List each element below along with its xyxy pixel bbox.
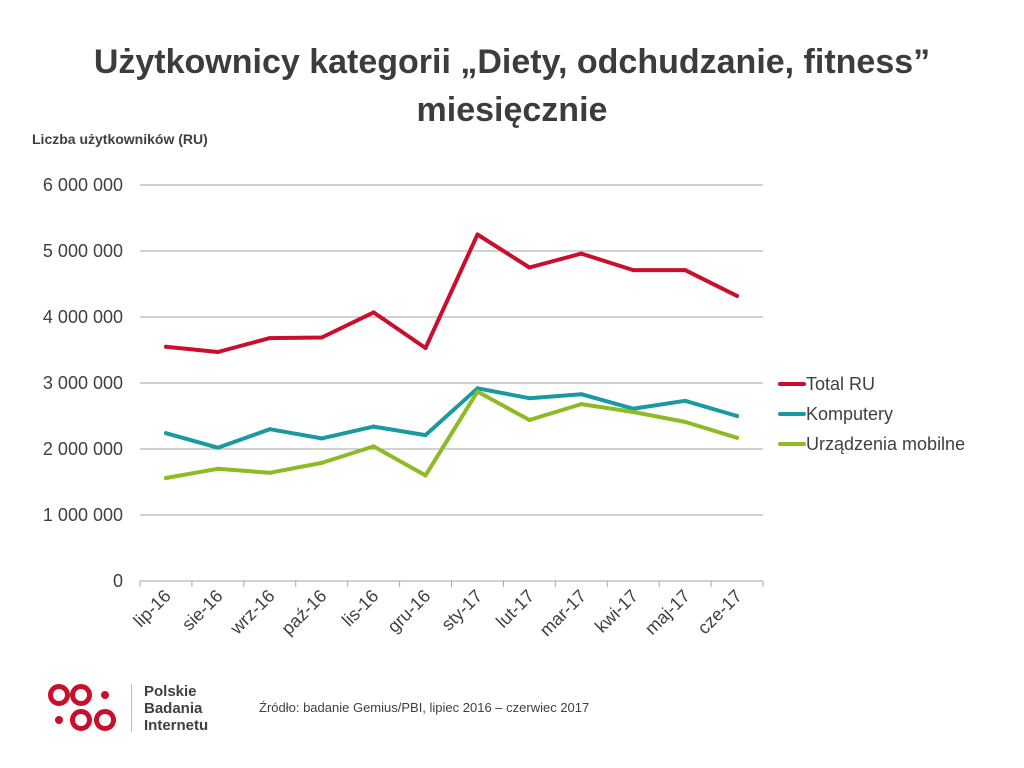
data-point <box>371 424 376 429</box>
data-point <box>527 265 532 270</box>
chart-title-line-1: Użytkownicy kategorii „Diety, odchudzani… <box>93 43 931 81</box>
y-tick-label: 5 000 000 <box>43 241 123 261</box>
data-point <box>579 402 584 407</box>
y-tick-label: 1 000 000 <box>43 505 123 525</box>
y-tick-label: 4 000 000 <box>43 307 123 327</box>
x-tick-label: lis-16 <box>338 586 383 631</box>
data-point <box>163 344 168 349</box>
x-tick-label: lut-17 <box>492 586 538 632</box>
series-lines <box>163 232 740 481</box>
y-tick-label: 2 000 000 <box>43 439 123 459</box>
source-note: Źródło: badanie Gemius/PBI, lipiec 2016 … <box>259 700 590 715</box>
data-point <box>631 268 636 273</box>
x-tick-label: kwi-17 <box>591 586 642 637</box>
x-tick-label: paź-16 <box>277 586 330 639</box>
y-axis-ticks: 0 1 000 000 2 000 000 3 000 000 4 000 000 5 0… <box>43 175 123 591</box>
data-point <box>215 349 220 354</box>
x-tick-label: maj-17 <box>641 586 694 639</box>
data-point <box>527 396 532 401</box>
x-tick-label: gru-16 <box>383 586 434 637</box>
logo-line-3: Internetu <box>144 717 209 734</box>
x-tick-label: sty-17 <box>437 586 486 635</box>
data-point <box>163 431 168 436</box>
data-point <box>267 336 272 341</box>
data-point <box>475 386 480 391</box>
data-point <box>371 444 376 449</box>
data-point <box>475 232 480 237</box>
y-tick-label: 6 000 000 <box>43 175 123 195</box>
series-line <box>164 389 739 480</box>
data-point <box>735 293 740 298</box>
logo-divider <box>131 684 132 732</box>
data-point <box>423 433 428 438</box>
chart-title-line-2: miesięcznie <box>416 91 608 129</box>
chart-title: Użytkownicy kategorii „Diety, odchudzani… <box>0 38 1024 134</box>
x-tick-label: mar-17 <box>536 586 590 640</box>
data-point <box>475 389 480 394</box>
data-point <box>631 410 636 415</box>
data-point <box>527 417 532 422</box>
data-point <box>215 445 220 450</box>
data-point <box>631 406 636 411</box>
data-point <box>371 310 376 315</box>
data-point <box>319 436 324 441</box>
legend: Total RU Komputery Urządzenia mobilne <box>778 374 965 454</box>
line-chart: 0 1 000 000 2 000 000 3 000 000 4 000 000 5 0… <box>43 175 965 640</box>
y-tick-label: 0 <box>113 571 123 591</box>
data-point <box>683 268 688 273</box>
series-line <box>164 232 739 354</box>
logo-line-2: Badania <box>144 700 203 717</box>
legend-label: Urządzenia mobilne <box>806 434 965 454</box>
data-point <box>683 419 688 424</box>
x-tick-label: wrz-16 <box>226 586 279 639</box>
y-tick-label: 3 000 000 <box>43 373 123 393</box>
x-tick-label: sie-16 <box>178 586 227 635</box>
data-point <box>579 392 584 397</box>
data-point <box>215 466 220 471</box>
data-point <box>683 398 688 403</box>
series-line <box>164 386 739 450</box>
grid-lines <box>140 184 763 516</box>
y-axis-label: Liczba użytkowników (RU) <box>32 131 208 147</box>
data-point <box>735 414 740 418</box>
data-point <box>423 473 428 478</box>
x-tick-label: cze-17 <box>694 586 746 638</box>
legend-label: Total RU <box>806 374 875 394</box>
pbi-logo-icon <box>48 684 116 731</box>
data-point <box>579 251 584 256</box>
legend-label: Komputery <box>806 404 893 424</box>
data-point <box>423 346 428 351</box>
data-point <box>163 476 168 481</box>
data-point <box>319 460 324 465</box>
data-point <box>319 335 324 340</box>
data-point <box>267 470 272 475</box>
data-point <box>735 435 740 440</box>
logo-text: Polskie Badania Internetu <box>144 683 208 734</box>
logo-line-1: Polskie <box>144 683 197 700</box>
data-point <box>267 427 272 432</box>
x-tick-label: lip-16 <box>130 586 175 631</box>
